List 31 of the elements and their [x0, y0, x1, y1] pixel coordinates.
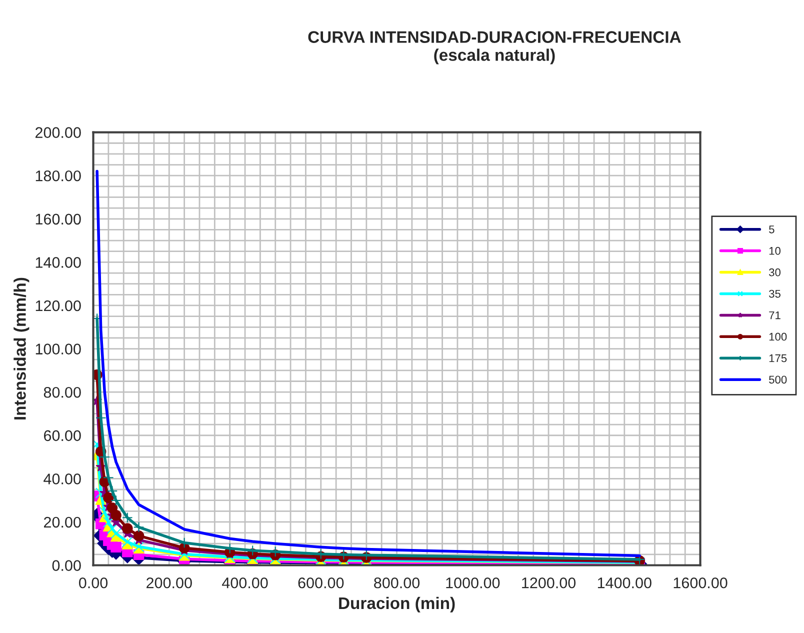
y-tick-label: 0.00 [52, 560, 81, 571]
x-tick-label: 1400.00 [598, 577, 652, 588]
x-tick-label: 600.00 [298, 577, 344, 588]
legend-label: 5 [769, 226, 774, 234]
x-tick-label: 800.00 [374, 577, 420, 588]
y-tick-label: 160.00 [36, 214, 81, 225]
x-tick-label: 400.00 [222, 577, 268, 588]
y-tick-label: 20.00 [44, 516, 81, 528]
x-axis-title: Duracion (min) [339, 596, 455, 612]
y-tick-label: 180.00 [36, 170, 81, 182]
y-tick-label: 200.00 [36, 127, 81, 138]
legend-label: 100 [769, 332, 787, 341]
y-tick-label: 40.00 [44, 474, 81, 484]
legend-label: 175 [769, 354, 787, 362]
x-tick-label: 1000.00 [446, 577, 500, 588]
chart-title: CURVA INTENSIDAD-DURACION-FRECUENCIA (escala natural) [308, 31, 681, 64]
y-tick-label: 120.00 [36, 300, 81, 312]
y-axis-title: Intensidad (mm/h) [14, 278, 30, 420]
legend-label: 35 [769, 290, 780, 298]
x-tick-label: 1200.00 [522, 577, 576, 588]
y-tick-label: 100.00 [36, 344, 81, 354]
y-tick-label: 140.00 [36, 257, 81, 268]
x-tick-label: 0.00 [78, 577, 108, 588]
y-tick-label: 80.00 [44, 386, 81, 398]
legend-label: 30 [769, 268, 780, 276]
x-tick-label: 1600.00 [674, 577, 728, 588]
legend-label: 10 [769, 246, 780, 255]
y-tick-label: 60.00 [44, 430, 81, 442]
legend-label: 71 [769, 311, 780, 320]
x-tick-label: 200.00 [146, 577, 192, 588]
legend-label: 500 [769, 376, 787, 384]
